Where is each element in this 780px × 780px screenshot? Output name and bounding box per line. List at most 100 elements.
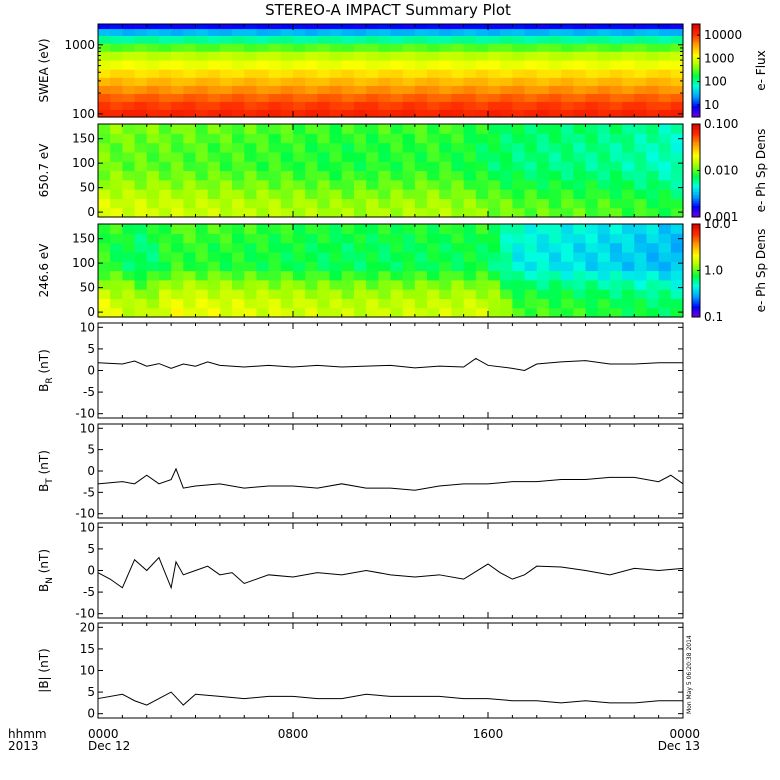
heatmap-cell: [98, 43, 111, 53]
heatmap-cell: [171, 43, 184, 53]
heatmap-cell: [390, 60, 404, 71]
heatmap-cell: [670, 242, 684, 253]
heatmap-cell: [427, 189, 440, 199]
heatmap-cell: [317, 86, 331, 95]
heatmap-cell: [475, 142, 489, 153]
heatmap-cell: [670, 198, 684, 209]
heatmap-cell: [195, 69, 209, 79]
heatmap-cell: [183, 51, 197, 62]
heatmap-cell: [646, 77, 660, 87]
heatmap-cell: [219, 124, 233, 134]
heatmap-cell: [427, 142, 440, 153]
heatmap-cell: [500, 69, 513, 79]
y-tick-label: -5: [83, 585, 95, 599]
heatmap-cell: [341, 35, 355, 45]
heatmap-cell: [317, 94, 331, 103]
heatmap-cell: [378, 307, 392, 318]
heatmap-cell: [488, 69, 501, 79]
colorbar-tick-label: 10000: [704, 28, 742, 42]
heatmap-cell: [622, 124, 635, 134]
heatmap-cell: [585, 298, 599, 309]
heatmap-cell: [207, 94, 221, 103]
heatmap-cell: [609, 161, 623, 172]
heatmap-cell: [451, 270, 465, 281]
heatmap-cell: [183, 242, 197, 253]
heatmap-cell: [512, 133, 526, 144]
heatmap-cell: [390, 29, 404, 37]
heatmap-cell: [207, 307, 221, 318]
heatmap-cell: [463, 279, 477, 290]
heatmap-cell: [146, 29, 160, 37]
heatmap-cell: [305, 170, 318, 181]
heatmap-cell: [463, 307, 477, 318]
colorbar-step: [692, 240, 700, 244]
heatmap-cell: [171, 289, 184, 299]
colorbar-tick-label: 10.0: [704, 217, 731, 231]
heatmap-cell: [536, 35, 550, 45]
heatmap-cell: [561, 86, 574, 95]
heatmap-cell: [439, 101, 453, 111]
colorbar-step: [692, 247, 700, 251]
heatmap-cell: [207, 207, 221, 218]
heatmap-cell: [548, 198, 562, 209]
heatmap-cell: [305, 29, 318, 37]
heatmap-cell: [158, 124, 172, 134]
heatmap-cell: [219, 233, 233, 244]
heatmap-cell: [293, 51, 306, 62]
heatmap-cell: [293, 251, 306, 262]
heatmap-cell: [171, 261, 184, 272]
heatmap-cell: [402, 307, 416, 318]
heatmap-cell: [268, 142, 282, 153]
heatmap-cell: [268, 261, 282, 272]
heatmap-cell: [146, 151, 160, 162]
heatmap-cell: [353, 251, 367, 262]
heatmap-cell: [366, 69, 379, 79]
colorbar-step: [692, 314, 700, 318]
heatmap-cell: [122, 161, 136, 172]
heatmap-cell: [573, 43, 587, 53]
heatmap-cell: [536, 29, 550, 37]
heatmap-cell: [414, 24, 428, 30]
heatmap-cell: [195, 60, 209, 71]
heatmap-cell: [256, 151, 270, 162]
heatmap-cell: [158, 242, 172, 253]
heatmap-cell: [158, 142, 172, 153]
heatmap-cell: [561, 77, 574, 87]
heatmap-cell: [475, 51, 489, 62]
y-axis-label-subscript: T: [45, 478, 55, 485]
heatmap-cell: [134, 207, 148, 218]
heatmap-cell: [402, 43, 416, 53]
heatmap-cell: [98, 270, 111, 281]
heatmap-cell: [414, 133, 428, 144]
heatmap-cell: [548, 170, 562, 181]
time-axis-year-label: 2013: [8, 739, 39, 753]
heatmap-cell: [341, 261, 355, 272]
heatmap-cell: [524, 261, 538, 272]
heatmap-cell: [110, 94, 123, 103]
heatmap-cell: [427, 261, 440, 272]
heatmap-cell: [98, 179, 111, 190]
colorbar-step: [692, 75, 700, 78]
heatmap-cell: [475, 298, 489, 309]
colorbar-step: [692, 44, 700, 48]
heatmap-cell: [183, 170, 197, 181]
heatmap-cell: [512, 298, 526, 309]
heatmap-cell: [110, 207, 123, 218]
heatmap-cell: [488, 307, 501, 318]
heatmap-cell: [171, 109, 184, 118]
heatmap-cell: [219, 94, 233, 103]
heatmap-cell: [366, 101, 379, 111]
heatmap-cell: [427, 224, 440, 234]
heatmap-cell: [110, 224, 123, 234]
heatmap-cell: [390, 161, 404, 172]
heatmap-cell: [293, 142, 306, 153]
heatmap-cell: [280, 29, 294, 37]
colorbar-step: [692, 305, 700, 309]
heatmap-cell: [622, 198, 635, 209]
heatmap-cell: [622, 279, 635, 290]
heatmap-cell: [512, 189, 526, 199]
heatmap-cell: [134, 94, 148, 103]
heatmap-cell: [293, 35, 306, 45]
heatmap-cell: [622, 51, 635, 62]
heatmap-cell: [634, 94, 648, 103]
